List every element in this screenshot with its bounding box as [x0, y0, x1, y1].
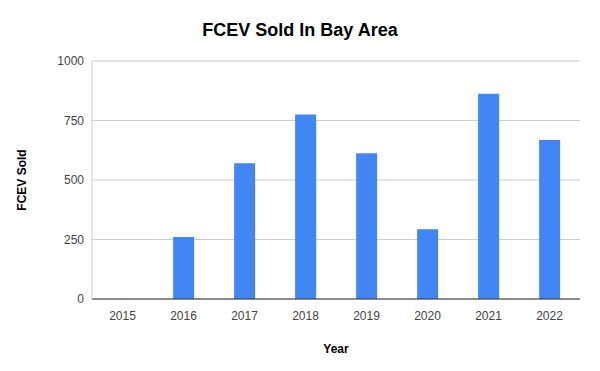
- svg-text:2018: 2018: [292, 309, 319, 323]
- svg-text:250: 250: [64, 233, 84, 247]
- svg-text:500: 500: [64, 173, 84, 187]
- svg-text:FCEV Sold: FCEV Sold: [15, 149, 29, 210]
- svg-text:2020: 2020: [414, 309, 441, 323]
- svg-text:2015: 2015: [109, 309, 136, 323]
- svg-text:1000: 1000: [57, 54, 84, 68]
- html-text:FCEV Sold In Bay Area: FCEV Sold In Bay Area: [202, 20, 398, 40]
- svg-text:2017: 2017: [231, 309, 258, 323]
- svg-text:0: 0: [77, 292, 84, 306]
- svg-text:2019: 2019: [353, 309, 380, 323]
- svg-text:2016: 2016: [170, 309, 197, 323]
- svg-text:2022: 2022: [536, 309, 563, 323]
- svg-text:Year: Year: [323, 342, 349, 356]
- svg-text:2021: 2021: [475, 309, 502, 323]
- svg-text:750: 750: [64, 114, 84, 128]
